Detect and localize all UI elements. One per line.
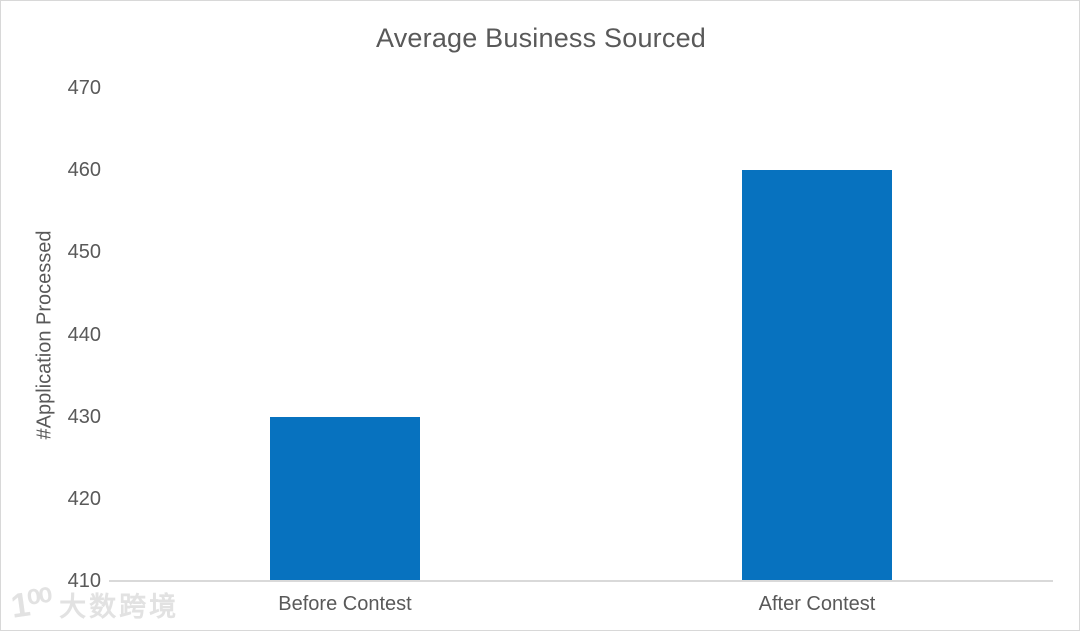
y-tick-label: 450 [67, 241, 101, 264]
y-tick-label: 460 [67, 159, 101, 182]
y-tick-label: 410 [67, 570, 101, 592]
y-tick-label: 440 [67, 323, 101, 346]
y-tick-label: 430 [67, 405, 101, 428]
watermark: 1⁰⁰ 大数跨境 [9, 582, 180, 627]
watermark-text: 大数跨境 [59, 592, 180, 622]
y-tick-label: 470 [67, 77, 101, 99]
bar-before-contest [270, 416, 420, 580]
x-tick-label: After Contest [758, 593, 876, 615]
x-tick-label: Before Contest [278, 593, 412, 615]
chart-title: Average Business Sourced [376, 23, 706, 53]
x-axis-line [109, 580, 1053, 582]
bar-after-contest [742, 170, 892, 580]
y-tick-label: 420 [67, 487, 101, 510]
